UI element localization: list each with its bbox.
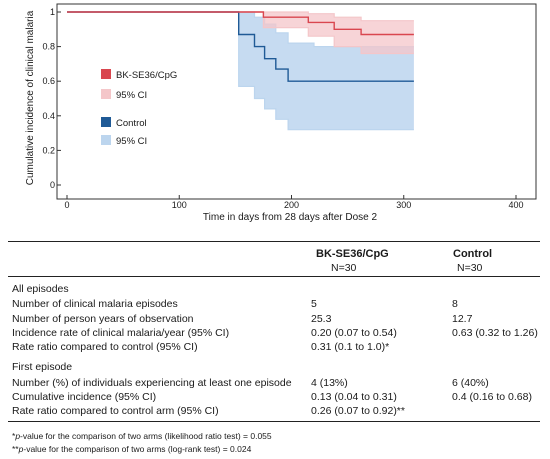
- col-header-bk: BK-SE36/CpG: [316, 248, 389, 260]
- legend-swatch-control_ci: [101, 135, 111, 145]
- x-tick-label: 0: [64, 200, 69, 210]
- axes: 0 100 200 300 400 0 0.2 0.4 0.6 0.8 1: [42, 7, 523, 210]
- row-value-bk: 5: [311, 298, 317, 310]
- y-tick-label: 0.2: [42, 145, 55, 155]
- footnote-2-text: -value for the comparison of two arms (l…: [23, 444, 252, 454]
- row-value-control: 12.7: [452, 313, 473, 325]
- footnote-2-mark: **: [12, 444, 19, 454]
- row-value-bk: 4 (13%): [311, 377, 348, 389]
- table-bottom-rule: [8, 421, 540, 422]
- x-tick-label: 200: [284, 200, 299, 210]
- km-chart: 0 100 200 300 400 0 0.2 0.4 0.6 0.8 1 BK-SE36/CpG 9…: [25, 3, 537, 223]
- row-value-control: 8: [452, 298, 458, 310]
- x-tick-label: 400: [508, 200, 523, 210]
- row-value-bk: 25.3: [311, 313, 332, 325]
- y-tick-label: 0: [50, 180, 55, 190]
- legend-swatch-bk_ci: [101, 89, 111, 99]
- row-label: Incidence rate of clinical malaria/year …: [12, 327, 230, 339]
- ci-lower-control: [67, 11, 414, 131]
- table-top-rule: [8, 241, 540, 242]
- row-value-bk: 0.20 (0.07 to 0.54): [311, 327, 397, 339]
- row-label: Number of person years of observation: [12, 313, 194, 325]
- footnote-1-p: p: [15, 431, 21, 441]
- row-label: Number of clinical malaria episodes: [12, 298, 178, 310]
- y-tick-label: 0.4: [42, 111, 55, 121]
- row-value-control: 6 (40%): [452, 377, 489, 389]
- survival-lines: [67, 11, 414, 82]
- row-value-control: 0.4 (0.16 to 0.68): [452, 391, 532, 403]
- row-label: Number (%) of individuals experiencing a…: [12, 377, 292, 389]
- series-line-bk: [67, 11, 414, 36]
- section-all-episodes: All episodes: [12, 283, 69, 295]
- row-value-control: 0.63 (0.32 to 1.26): [452, 327, 538, 339]
- footnote-1: *p-value for the comparison of two arms …: [12, 430, 272, 443]
- y-axis-label: Cumulative incidence of clinical malaria: [25, 10, 36, 185]
- series-line-control: [67, 11, 414, 82]
- col-header-control: Control: [453, 248, 493, 260]
- y-tick-label: 0.6: [42, 76, 55, 86]
- footnote-1-text: -value for the comparison of two arms (l…: [20, 431, 272, 441]
- legend-swatch-control: [101, 117, 111, 127]
- legend-label: 95% CI: [116, 90, 147, 101]
- legend-label: Control: [116, 118, 147, 129]
- col-header-control-n: N=30: [457, 262, 483, 274]
- plot-frame: [56, 3, 537, 200]
- row-label: Rate ratio compared to control arm (95% …: [12, 405, 219, 417]
- legend-swatch-bk: [101, 69, 111, 79]
- footnote-1-mark: *: [12, 431, 16, 441]
- y-tick-label: 0.8: [42, 42, 55, 52]
- ci-band-control: [67, 12, 414, 130]
- footnote-2-p: p: [18, 444, 24, 454]
- row-value-bk: 0.31 (0.1 to 1.0)*: [311, 341, 390, 353]
- row-value-bk: 0.26 (0.07 to 0.92)**: [311, 405, 405, 417]
- x-tick-label: 100: [172, 200, 187, 210]
- legend-label: BK-SE36/CpG: [116, 70, 177, 81]
- legend: BK-SE36/CpG 95% CI Control 95% CI: [101, 69, 177, 147]
- x-axis-label: Time in days from 28 days after Dose 2: [203, 212, 378, 223]
- row-label: Rate ratio compared to control (95% CI): [12, 341, 198, 353]
- col-header-bk-n: N=30: [331, 262, 357, 274]
- table-header-rule: [8, 276, 540, 277]
- footnote-2: **p-value for the comparison of two arms…: [12, 443, 251, 456]
- legend-label: 95% CI: [116, 136, 147, 147]
- row-label: Cumulative incidence (95% CI): [12, 391, 157, 403]
- y-tick-label: 1: [50, 7, 55, 17]
- section-first-episode: First episode: [12, 361, 73, 373]
- row-value-bk: 0.13 (0.04 to 0.31): [311, 391, 397, 403]
- x-tick-label: 300: [396, 200, 411, 210]
